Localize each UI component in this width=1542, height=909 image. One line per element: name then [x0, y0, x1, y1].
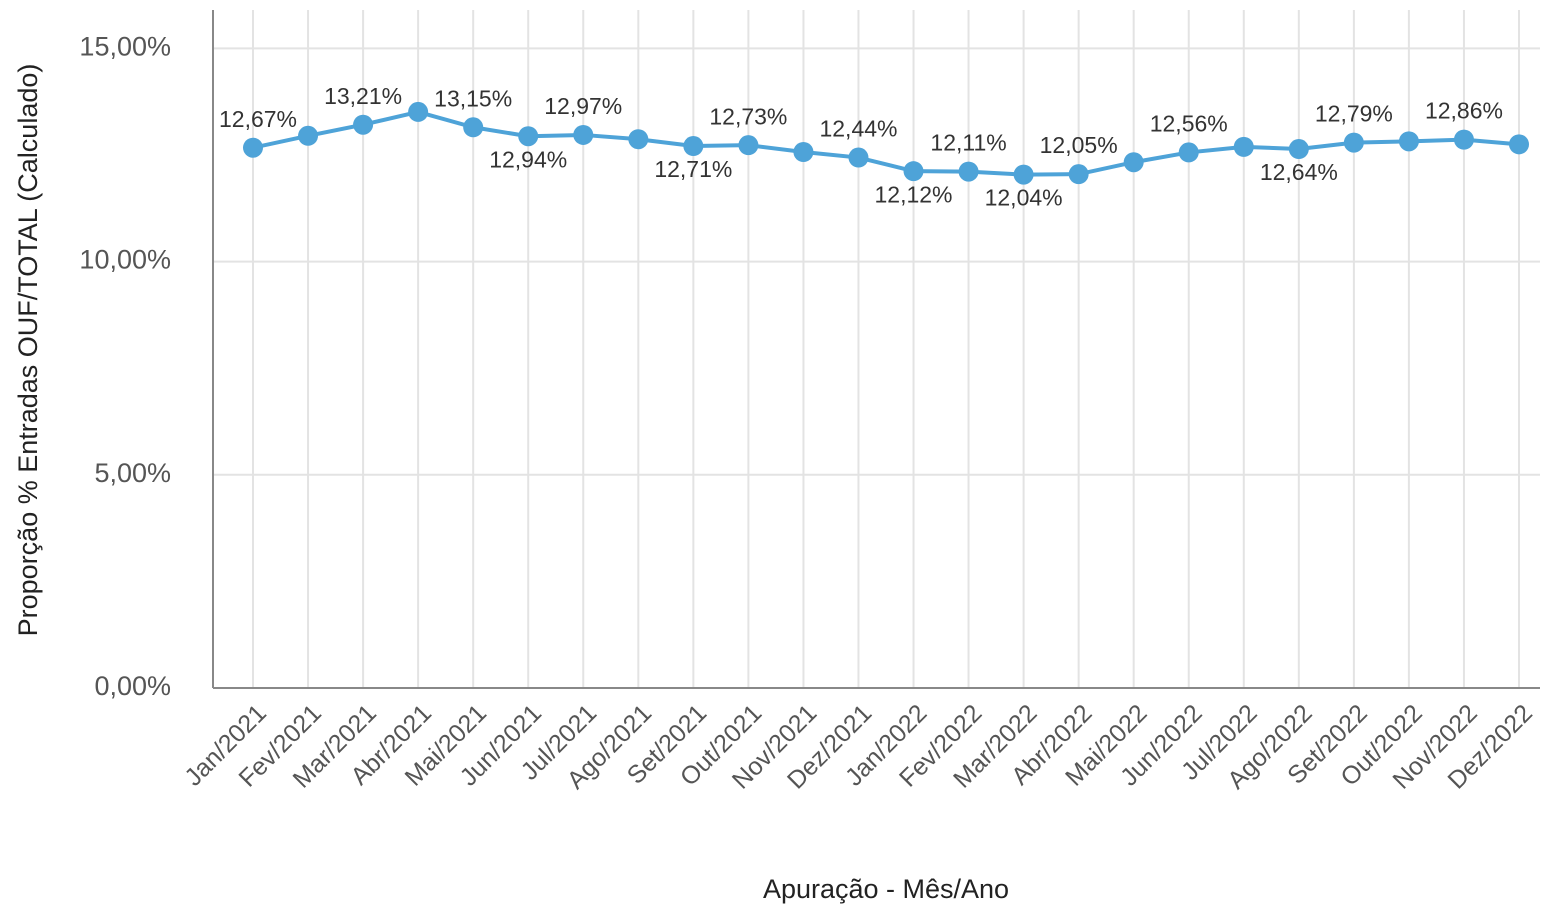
y-tick-label: 0,00% [94, 671, 171, 701]
point [1013, 164, 1034, 185]
data-label: 12,64% [1260, 159, 1338, 185]
data-label: 13,15% [434, 85, 512, 111]
y-tick-label: 15,00% [79, 32, 171, 62]
point [463, 117, 484, 138]
y-tick-label: 10,00% [79, 245, 171, 275]
y-axis-title: Proporção % Entradas OUF/TOTAL (Calculad… [13, 64, 43, 637]
point [1233, 136, 1254, 157]
point [1398, 131, 1419, 152]
data-label: 12,71% [654, 156, 732, 182]
point [1178, 142, 1199, 163]
data-label: 12,86% [1425, 98, 1503, 124]
point [848, 147, 869, 168]
point [408, 101, 429, 122]
point [903, 161, 924, 182]
point [1068, 164, 1089, 185]
point [738, 135, 759, 156]
point [628, 129, 649, 150]
data-label: 12,79% [1315, 101, 1393, 127]
data-label: 12,44% [819, 116, 897, 142]
data-label: 12,97% [544, 93, 622, 119]
point [958, 161, 979, 182]
data-label: 12,12% [875, 181, 953, 207]
data-label: 12,05% [1040, 132, 1118, 158]
data-label: 12,94% [489, 146, 567, 172]
point [1509, 134, 1529, 155]
data-label: 12,73% [709, 103, 787, 129]
point [793, 141, 814, 162]
point [353, 114, 374, 135]
point [573, 124, 594, 145]
data-label: 12,04% [985, 185, 1063, 211]
point [1123, 152, 1144, 173]
data-label: 12,11% [930, 130, 1006, 156]
point [298, 125, 319, 146]
point [1453, 129, 1474, 150]
point [1343, 132, 1364, 153]
x-axis-title: Apuração - Mês/Ano [763, 874, 1009, 904]
data-label: 12,67% [219, 106, 297, 132]
y-tick-label: 5,00% [94, 458, 171, 488]
point [518, 126, 539, 147]
point [1288, 139, 1309, 160]
data-label: 12,56% [1150, 111, 1228, 137]
point [243, 137, 263, 158]
data-label: 13,21% [324, 83, 402, 109]
point [683, 136, 704, 157]
